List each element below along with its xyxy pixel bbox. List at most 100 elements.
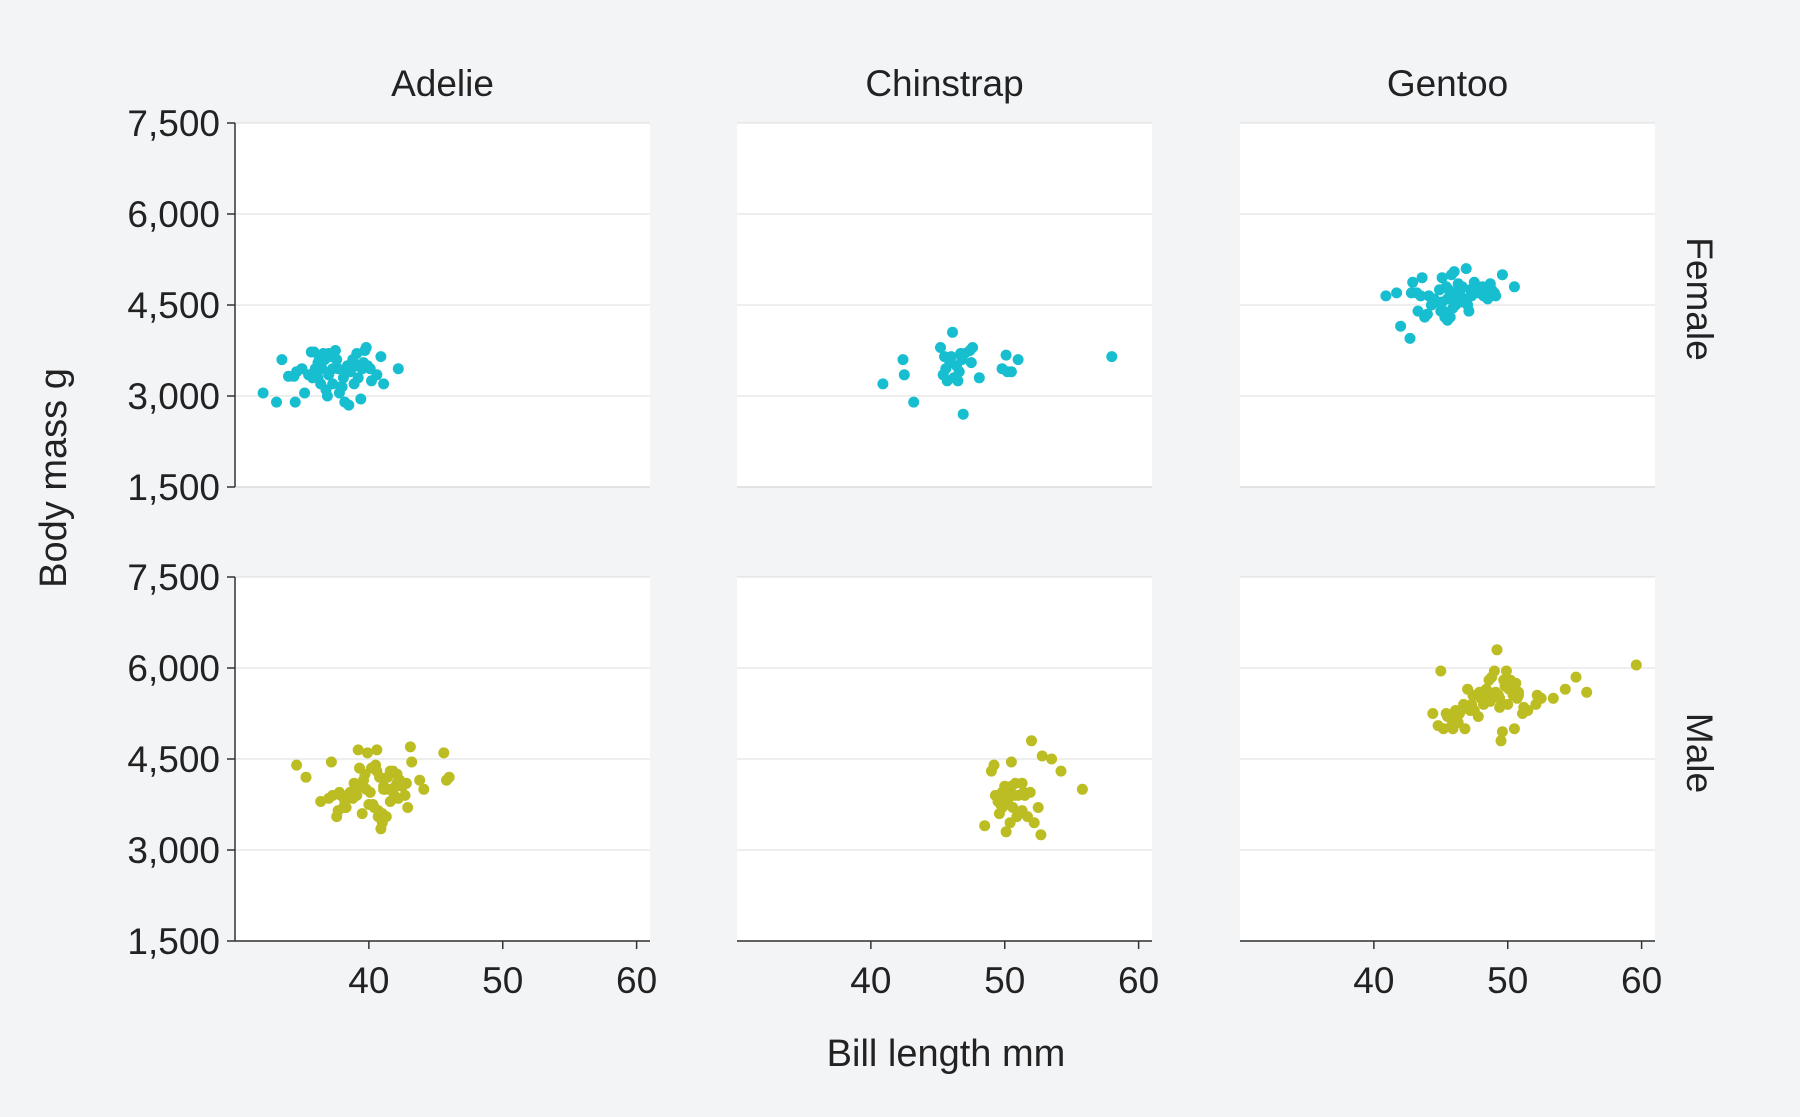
data-point-adelie-male: [378, 783, 390, 795]
data-point-gentoo-male: [1494, 701, 1506, 713]
data-point-adelie-male: [352, 744, 364, 756]
x-tick-label: 50: [984, 960, 1025, 1001]
data-point-gentoo-male: [1496, 726, 1508, 738]
data-point-gentoo-male: [1508, 723, 1520, 735]
data-point-chinstrap-male: [1005, 756, 1017, 768]
data-point-gentoo-female: [1416, 272, 1428, 284]
data-point-chinstrap-female: [945, 351, 957, 363]
data-point-adelie-female: [343, 399, 355, 411]
data-point-adelie-male: [291, 759, 303, 771]
data-point-adelie-female: [375, 351, 387, 363]
data-point-gentoo-male: [1630, 659, 1642, 671]
data-point-gentoo-male: [1535, 692, 1547, 704]
data-point-chinstrap-male: [988, 759, 1000, 771]
data-point-adelie-male: [368, 802, 380, 813]
x-tick-label: 60: [1621, 960, 1662, 1001]
data-point-adelie-male: [384, 796, 396, 807]
data-point-gentoo-male: [1494, 692, 1506, 704]
data-point-gentoo-male: [1570, 671, 1582, 683]
data-point-adelie-male: [356, 808, 368, 820]
data-point-chinstrap-female: [953, 366, 965, 378]
data-point-chinstrap-female: [965, 357, 977, 369]
data-point-chinstrap-female: [973, 372, 985, 384]
data-point-gentoo-female: [1486, 284, 1498, 296]
data-point-chinstrap-female: [898, 369, 910, 381]
data-point-adelie-female: [355, 393, 367, 405]
data-point-adelie-female: [392, 363, 404, 375]
data-point-gentoo-female: [1407, 276, 1419, 288]
data-point-gentoo-female: [1431, 296, 1443, 308]
data-point-adelie-male: [374, 771, 386, 783]
data-point-adelie-female: [360, 342, 372, 353]
data-point-adelie-male: [391, 768, 403, 780]
data-point-adelie-female: [289, 396, 301, 408]
data-point-gentoo-male: [1491, 644, 1503, 656]
data-point-chinstrap-female: [952, 375, 964, 387]
data-point-gentoo-female: [1380, 290, 1392, 302]
data-point-chinstrap-female: [1000, 349, 1012, 361]
data-point-gentoo-male: [1510, 677, 1522, 689]
y-axis-title: Body mass g: [33, 368, 75, 588]
data-point-chinstrap-female: [897, 354, 909, 366]
facet-column-label: Gentoo: [1387, 63, 1508, 104]
facet-row-label: Male: [1679, 713, 1720, 793]
data-point-adelie-female: [378, 378, 390, 390]
y-tick-label: 1,500: [127, 467, 220, 508]
data-point-gentoo-male: [1559, 683, 1571, 695]
data-point-adelie-male: [371, 744, 383, 756]
data-point-gentoo-male: [1435, 665, 1447, 677]
data-point-gentoo-female: [1460, 263, 1472, 275]
data-point-adelie-female: [307, 372, 319, 384]
data-point-adelie-female: [257, 387, 269, 399]
y-tick-label: 4,500: [127, 739, 220, 780]
data-point-gentoo-female: [1391, 287, 1403, 299]
data-point-adelie-female: [271, 396, 282, 408]
data-point-gentoo-female: [1508, 281, 1520, 293]
data-point-adelie-male: [364, 786, 376, 798]
data-point-gentoo-male: [1498, 674, 1510, 686]
facet-column-label: Chinstrap: [865, 63, 1023, 104]
data-point-gentoo-male: [1488, 665, 1500, 677]
data-point-adelie-male: [400, 777, 412, 789]
data-point-adelie-male: [443, 771, 455, 783]
data-point-adelie-male: [370, 759, 382, 771]
data-point-adelie-female: [321, 390, 333, 402]
data-point-gentoo-male: [1427, 708, 1439, 719]
x-tick-label: 60: [616, 960, 657, 1001]
data-point-chinstrap-female: [1005, 366, 1017, 378]
data-point-chinstrap-female: [957, 408, 969, 420]
data-point-gentoo-female: [1436, 272, 1448, 284]
data-point-gentoo-male: [1459, 723, 1471, 735]
data-point-chinstrap-male: [996, 786, 1008, 798]
data-point-chinstrap-male: [1046, 753, 1058, 765]
data-point-adelie-male: [414, 774, 426, 786]
data-point-chinstrap-female: [1012, 354, 1024, 366]
data-point-chinstrap-male: [1032, 802, 1044, 813]
data-point-adelie-male: [340, 802, 352, 813]
data-point-gentoo-female: [1395, 320, 1407, 332]
data-point-gentoo-female: [1496, 269, 1508, 281]
data-point-chinstrap-female: [947, 326, 958, 338]
data-point-chinstrap-female: [956, 354, 968, 366]
data-point-chinstrap-male: [979, 820, 991, 832]
data-point-adelie-female: [336, 381, 348, 393]
y-tick-label: 6,000: [127, 648, 220, 689]
data-point-adelie-male: [391, 777, 403, 789]
data-point-gentoo-female: [1444, 311, 1456, 323]
data-point-adelie-male: [327, 789, 339, 801]
data-point-adelie-male: [402, 802, 414, 813]
y-tick-label: 3,000: [127, 376, 220, 417]
data-point-adelie-male: [418, 783, 430, 795]
data-point-adelie-male: [300, 771, 312, 783]
data-point-chinstrap-male: [1076, 783, 1088, 795]
data-point-chinstrap-female: [964, 345, 976, 356]
data-point-adelie-male: [376, 808, 388, 820]
y-tick-label: 6,000: [127, 194, 220, 235]
data-point-adelie-male: [335, 789, 347, 801]
x-tick-label: 60: [1118, 960, 1159, 1001]
data-point-adelie-female: [364, 363, 376, 375]
data-point-adelie-female: [291, 366, 303, 378]
data-point-gentoo-male: [1464, 705, 1476, 716]
data-point-chinstrap-male: [1055, 765, 1067, 777]
data-point-adelie-female: [299, 387, 311, 399]
